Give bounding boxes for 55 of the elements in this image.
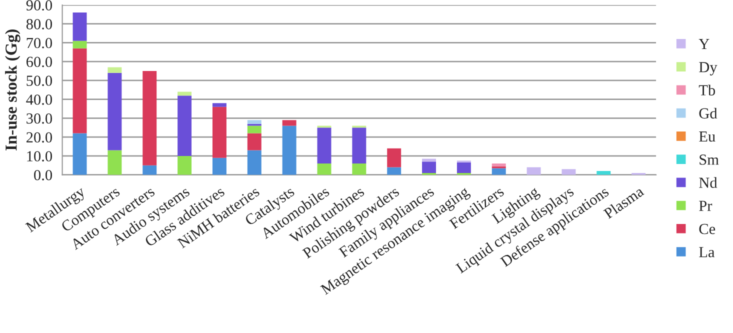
bar	[317, 128, 332, 164]
bar	[247, 150, 262, 175]
legend-label: Nd	[699, 177, 718, 188]
bar	[492, 168, 506, 175]
bar	[108, 150, 122, 175]
bar	[178, 96, 192, 156]
legend-label: Y	[698, 39, 710, 50]
bar	[142, 71, 157, 166]
bar	[387, 148, 402, 168]
y-tick-label: 50.0	[26, 76, 52, 86]
y-tick-label: 10.0	[27, 151, 52, 162]
bar	[387, 167, 402, 175]
legend-label: Tb	[698, 84, 716, 96]
bar	[72, 12, 87, 41]
legend-label: Dy	[699, 62, 718, 76]
y-tick-label: 80.0	[26, 19, 52, 30]
y-tick-label: 60.0	[26, 56, 52, 68]
bar	[247, 126, 262, 134]
bar	[247, 133, 262, 150]
bar	[212, 106, 226, 158]
legend-label: Gd	[699, 108, 718, 119]
legend-label: Ce	[699, 224, 716, 234]
bar	[212, 103, 226, 107]
bar	[352, 128, 366, 164]
bar	[456, 162, 471, 173]
bar	[247, 120, 262, 124]
y-tick-label: 90.0	[26, 0, 52, 11]
bar	[72, 40, 87, 48]
bar	[492, 164, 506, 166]
bar	[422, 162, 436, 173]
bar	[108, 72, 122, 150]
bar	[108, 67, 122, 73]
y-tick-label: 70.0	[26, 38, 52, 48]
bar	[562, 169, 576, 175]
bar	[282, 126, 296, 175]
legend-label: Sm	[700, 154, 719, 165]
bar	[178, 92, 192, 96]
y-tick-label: 20.0	[26, 132, 52, 143]
y-tick-label: 0.0	[34, 170, 52, 180]
y-axis-title: In-use stock (Gg)	[5, 30, 20, 150]
bar	[178, 156, 192, 175]
legend-label: Pr	[699, 200, 712, 211]
legend-label: La	[699, 247, 715, 258]
legend-label: Eu	[699, 132, 716, 142]
y-tick-label: 30.0	[26, 113, 52, 124]
bar	[526, 167, 541, 175]
bar	[72, 48, 87, 134]
y-tick-label: 40.0	[26, 94, 52, 105]
bar	[212, 158, 226, 175]
bar	[72, 133, 87, 175]
bar	[352, 164, 366, 175]
bar	[282, 120, 296, 126]
bar	[596, 171, 611, 175]
bar	[142, 165, 157, 175]
bar	[317, 164, 332, 175]
